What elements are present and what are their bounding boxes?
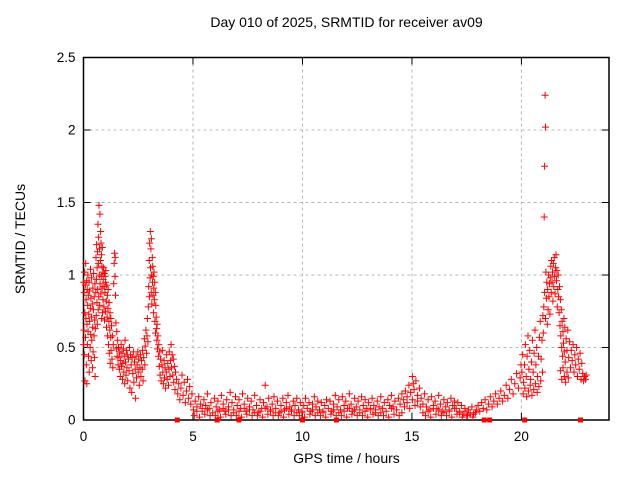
zero-flag-marker: [487, 417, 493, 423]
gridlines: [83, 57, 609, 420]
zero-flag-marker: [333, 417, 339, 423]
x-tick-label: 15: [404, 429, 419, 444]
zero-flag-marker: [299, 417, 305, 423]
y-tick-label: 0.5: [57, 340, 76, 355]
series-srmtid: [80, 91, 590, 421]
x-axis-label: GPS time / hours: [293, 450, 400, 466]
tick-labels: 0 5 10 15 20 0 0.5 1 1.5 2 2.5: [57, 50, 529, 444]
y-tick-label: 2: [68, 123, 76, 138]
y-tick-label: 0: [68, 413, 76, 428]
y-tick-label: 2.5: [57, 50, 76, 65]
series-zero-flags: [174, 417, 584, 423]
y-tick-label: 1: [68, 268, 76, 283]
zero-flag-marker: [522, 417, 528, 423]
zero-flag-marker: [214, 417, 220, 423]
y-tick-label: 1.5: [57, 195, 76, 210]
zero-flag-marker: [174, 417, 180, 423]
x-tick-label: 0: [80, 429, 88, 444]
chart-title: Day 010 of 2025, SRMTID for receiver av0…: [210, 14, 483, 30]
x-tick-label: 5: [189, 429, 197, 444]
zero-flag-marker: [578, 417, 584, 423]
x-tick-label: 20: [514, 429, 529, 444]
zero-flag-marker: [236, 417, 242, 423]
zero-flag-marker: [481, 417, 487, 423]
x-tick-label: 10: [295, 429, 310, 444]
